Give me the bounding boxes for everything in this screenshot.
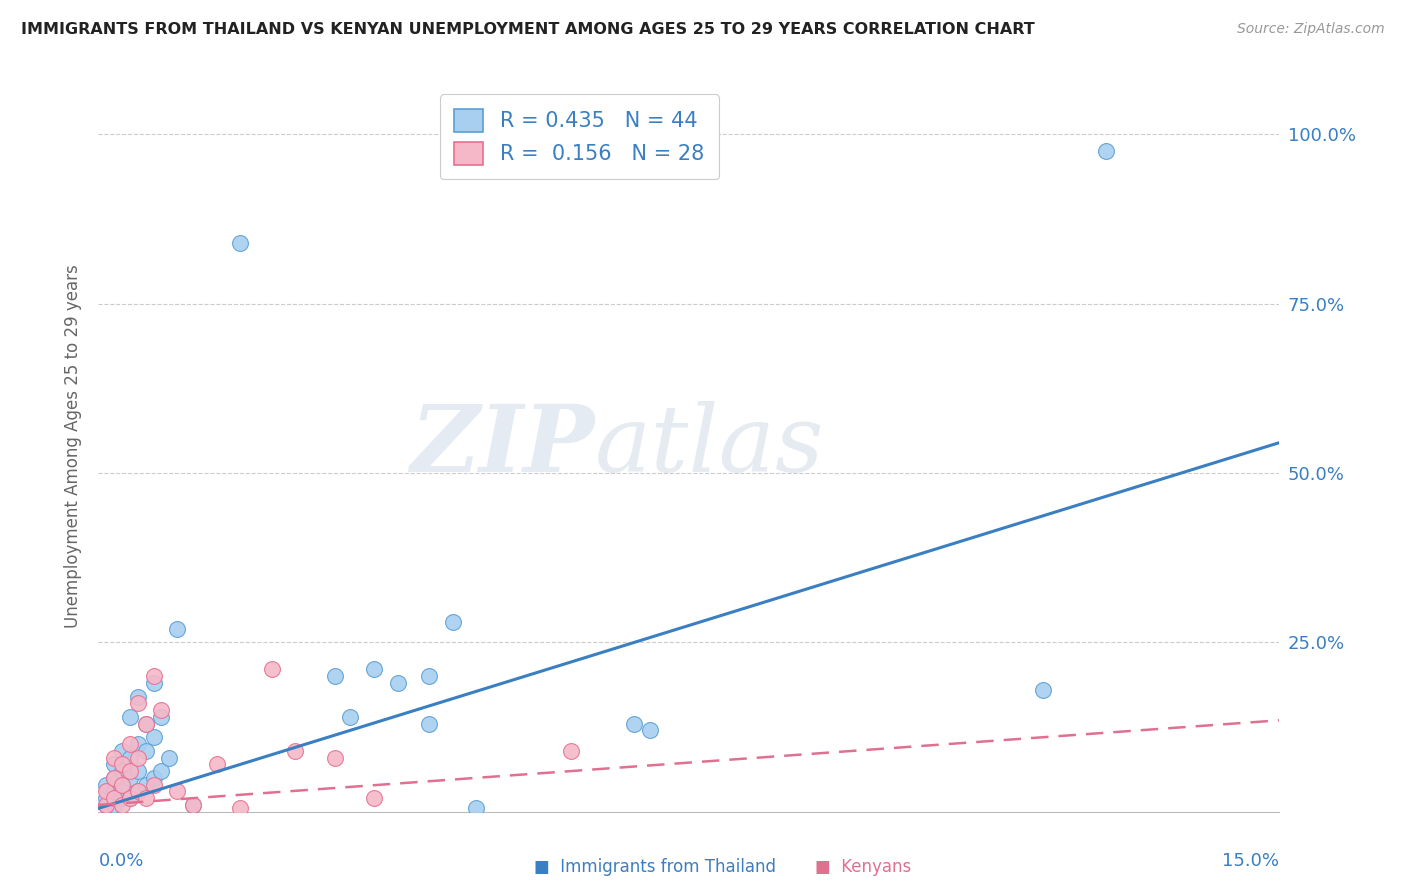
Point [103, 750, 125, 764]
Point [142, 730, 165, 744]
Point [323, 750, 346, 764]
Text: ZIP: ZIP [411, 401, 595, 491]
Point [96, 797, 118, 812]
Point [1032, 682, 1054, 697]
Text: IMMIGRANTS FROM THAILAND VS KENYAN UNEMPLOYMENT AMONG AGES 25 TO 29 YEARS CORREL: IMMIGRANTS FROM THAILAND VS KENYAN UNEMP… [21, 22, 1035, 37]
Point [142, 778, 165, 792]
Point [142, 676, 165, 690]
Point [111, 797, 134, 812]
Point [103, 771, 125, 785]
Point [260, 663, 283, 677]
Text: Source: ZipAtlas.com: Source: ZipAtlas.com [1237, 22, 1385, 37]
Point [103, 757, 125, 772]
Point [96, 791, 118, 805]
Point [111, 744, 134, 758]
Text: ■  Immigrants from Thailand: ■ Immigrants from Thailand [534, 858, 776, 876]
Text: atlas: atlas [595, 401, 824, 491]
Y-axis label: Unemployment Among Ages 25 to 29 years: Unemployment Among Ages 25 to 29 years [63, 264, 82, 628]
Point [229, 235, 252, 250]
Point [363, 791, 385, 805]
Point [127, 764, 149, 778]
Point [418, 669, 440, 683]
Point [118, 764, 141, 778]
Point [284, 744, 307, 758]
Point [103, 791, 125, 805]
Point [181, 797, 204, 812]
Point [623, 716, 645, 731]
Point [118, 791, 141, 805]
Point [118, 791, 141, 805]
Point [166, 784, 188, 798]
Point [111, 757, 134, 772]
Point [135, 744, 157, 758]
Point [118, 737, 141, 751]
Point [127, 784, 149, 798]
Point [127, 750, 149, 764]
Legend: R = 0.435   N = 44, R =  0.156   N = 28: R = 0.435 N = 44, R = 0.156 N = 28 [440, 95, 718, 179]
Point [441, 615, 464, 629]
Point [465, 801, 488, 815]
Text: 15.0%: 15.0% [1222, 852, 1279, 870]
Point [560, 145, 582, 159]
Point [560, 744, 582, 758]
Point [181, 797, 204, 812]
Point [150, 710, 173, 724]
Point [135, 791, 157, 805]
Point [118, 710, 141, 724]
Text: ■  Kenyans: ■ Kenyans [815, 858, 911, 876]
Point [96, 784, 118, 798]
Point [157, 750, 180, 764]
Point [111, 778, 134, 792]
Point [127, 697, 149, 711]
Point [387, 676, 409, 690]
Point [103, 784, 125, 798]
Point [111, 764, 134, 778]
Point [118, 771, 141, 785]
Point [339, 710, 361, 724]
Point [111, 791, 134, 805]
Point [638, 723, 661, 738]
Point [150, 764, 173, 778]
Point [127, 737, 149, 751]
Point [135, 716, 157, 731]
Point [96, 778, 118, 792]
Text: 0.0%: 0.0% [98, 852, 143, 870]
Point [111, 778, 134, 792]
Point [1095, 145, 1118, 159]
Point [229, 801, 252, 815]
Point [135, 716, 157, 731]
Point [103, 771, 125, 785]
Point [142, 669, 165, 683]
Point [142, 771, 165, 785]
Point [323, 669, 346, 683]
Point [118, 750, 141, 764]
Point [127, 784, 149, 798]
Point [127, 690, 149, 704]
Point [418, 716, 440, 731]
Point [205, 757, 228, 772]
Point [150, 703, 173, 717]
Point [103, 797, 125, 812]
Point [135, 778, 157, 792]
Point [363, 663, 385, 677]
Point [166, 622, 188, 636]
Point [96, 797, 118, 812]
